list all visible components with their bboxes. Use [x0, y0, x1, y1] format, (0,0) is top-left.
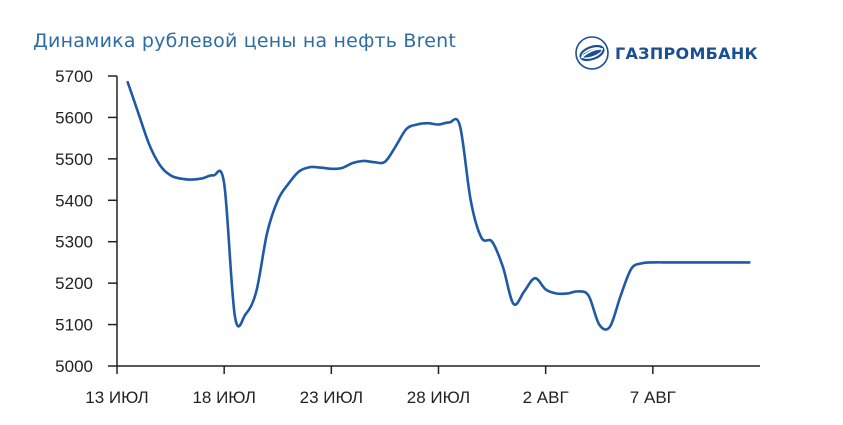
y-tick-label: 5500	[55, 150, 93, 169]
x-tick-label: 23 ИЮЛ	[300, 388, 363, 407]
axes	[116, 76, 760, 367]
x-tick-label: 2 АВГ	[523, 388, 569, 407]
y-tick-label: 5000	[55, 357, 93, 376]
y-tick-label: 5700	[55, 67, 93, 86]
y-tick-label: 5400	[55, 191, 93, 210]
y-tick-label: 5300	[55, 233, 93, 252]
x-axis-ticks: 13 ИЮЛ 18 ИЮЛ 23 ИЮЛ 28 ИЮЛ 2 АВГ 7 АВГ	[85, 366, 676, 407]
y-tick-label: 5100	[55, 316, 93, 335]
x-tick-label: 7 АВГ	[630, 388, 676, 407]
logo-text: ГАЗПРОМБАНК	[615, 43, 758, 63]
gazprombank-logo: ГАЗПРОМБАНК	[575, 36, 758, 70]
y-axis-ticks: 5000 5100 5200 5300 5400 5500 5600 5700	[55, 67, 117, 376]
gazprombank-logo-icon	[575, 36, 609, 70]
series-line	[126, 80, 751, 331]
y-tick-label: 5600	[55, 108, 93, 127]
x-tick-label: 13 ИЮЛ	[85, 388, 148, 407]
x-tick-label: 28 ИЮЛ	[407, 388, 470, 407]
x-tick-label: 18 ИЮЛ	[192, 388, 255, 407]
chart-title: Динамика рублевой цены на нефть Brent	[33, 30, 457, 52]
y-tick-label: 5200	[55, 274, 93, 293]
